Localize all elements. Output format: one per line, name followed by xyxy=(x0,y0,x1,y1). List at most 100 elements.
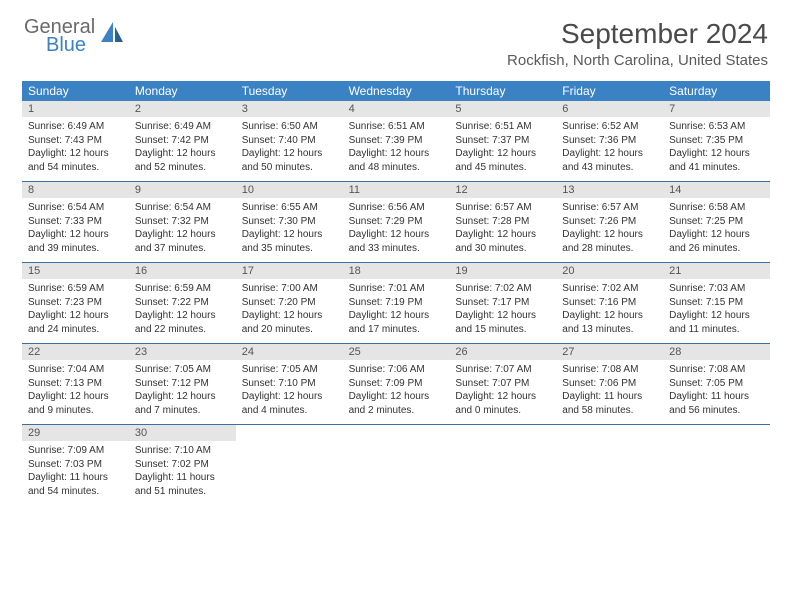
sunset-line: Sunset: 7:39 PM xyxy=(349,134,444,148)
daylight-line: Daylight: 12 hours and 0 minutes. xyxy=(455,390,550,417)
sunrise-line: Sunrise: 6:50 AM xyxy=(242,120,337,134)
calendar-grid: SundayMondayTuesdayWednesdayThursdayFrid… xyxy=(22,81,770,505)
daylight-line: Daylight: 12 hours and 45 minutes. xyxy=(455,147,550,174)
day-number: 24 xyxy=(236,344,343,360)
day-details: Sunrise: 7:09 AMSunset: 7:03 PMDaylight:… xyxy=(22,441,129,498)
day-details: Sunrise: 6:49 AMSunset: 7:43 PMDaylight:… xyxy=(22,117,129,174)
day-details: Sunrise: 7:01 AMSunset: 7:19 PMDaylight:… xyxy=(343,279,450,336)
weekday-header-cell: Sunday xyxy=(22,81,129,101)
day-number: 28 xyxy=(663,344,770,360)
sunrise-line: Sunrise: 6:59 AM xyxy=(135,282,230,296)
sunset-line: Sunset: 7:09 PM xyxy=(349,377,444,391)
day-details: Sunrise: 7:05 AMSunset: 7:10 PMDaylight:… xyxy=(236,360,343,417)
location-subtitle: Rockfish, North Carolina, United States xyxy=(507,52,768,69)
sunrise-line: Sunrise: 6:56 AM xyxy=(349,201,444,215)
day-cell: 16Sunrise: 6:59 AMSunset: 7:22 PMDayligh… xyxy=(129,263,236,343)
sunset-line: Sunset: 7:17 PM xyxy=(455,296,550,310)
day-cell: 23Sunrise: 7:05 AMSunset: 7:12 PMDayligh… xyxy=(129,344,236,424)
sunset-line: Sunset: 7:15 PM xyxy=(669,296,764,310)
sunrise-line: Sunrise: 6:52 AM xyxy=(562,120,657,134)
sunrise-line: Sunrise: 7:04 AM xyxy=(28,363,123,377)
day-number: 10 xyxy=(236,182,343,198)
sunset-line: Sunset: 7:37 PM xyxy=(455,134,550,148)
week-row: 22Sunrise: 7:04 AMSunset: 7:13 PMDayligh… xyxy=(22,344,770,425)
day-cell: 5Sunrise: 6:51 AMSunset: 7:37 PMDaylight… xyxy=(449,101,556,181)
daylight-line: Daylight: 12 hours and 4 minutes. xyxy=(242,390,337,417)
sunrise-line: Sunrise: 7:08 AM xyxy=(562,363,657,377)
day-details: Sunrise: 6:55 AMSunset: 7:30 PMDaylight:… xyxy=(236,198,343,255)
daylight-line: Daylight: 12 hours and 54 minutes. xyxy=(28,147,123,174)
sunrise-line: Sunrise: 7:00 AM xyxy=(242,282,337,296)
sunset-line: Sunset: 7:32 PM xyxy=(135,215,230,229)
sunrise-line: Sunrise: 6:51 AM xyxy=(455,120,550,134)
day-number: 12 xyxy=(449,182,556,198)
day-cell: 13Sunrise: 6:57 AMSunset: 7:26 PMDayligh… xyxy=(556,182,663,262)
day-details: Sunrise: 7:08 AMSunset: 7:06 PMDaylight:… xyxy=(556,360,663,417)
day-details: Sunrise: 7:00 AMSunset: 7:20 PMDaylight:… xyxy=(236,279,343,336)
weekday-header-cell: Wednesday xyxy=(343,81,450,101)
brand-line2: Blue xyxy=(46,36,95,54)
day-number: 4 xyxy=(343,101,450,117)
sunrise-line: Sunrise: 7:03 AM xyxy=(669,282,764,296)
day-number: 16 xyxy=(129,263,236,279)
day-number: 13 xyxy=(556,182,663,198)
day-number: 6 xyxy=(556,101,663,117)
day-details: Sunrise: 7:04 AMSunset: 7:13 PMDaylight:… xyxy=(22,360,129,417)
sunset-line: Sunset: 7:20 PM xyxy=(242,296,337,310)
sunset-line: Sunset: 7:06 PM xyxy=(562,377,657,391)
day-cell: 10Sunrise: 6:55 AMSunset: 7:30 PMDayligh… xyxy=(236,182,343,262)
day-details: Sunrise: 7:02 AMSunset: 7:17 PMDaylight:… xyxy=(449,279,556,336)
day-number: 14 xyxy=(663,182,770,198)
day-number: 1 xyxy=(22,101,129,117)
sunset-line: Sunset: 7:35 PM xyxy=(669,134,764,148)
sunrise-line: Sunrise: 6:58 AM xyxy=(669,201,764,215)
weekday-header-cell: Monday xyxy=(129,81,236,101)
sunset-line: Sunset: 7:19 PM xyxy=(349,296,444,310)
month-title: September 2024 xyxy=(507,18,768,50)
day-details: Sunrise: 6:51 AMSunset: 7:39 PMDaylight:… xyxy=(343,117,450,174)
sunrise-line: Sunrise: 6:57 AM xyxy=(562,201,657,215)
day-cell: 22Sunrise: 7:04 AMSunset: 7:13 PMDayligh… xyxy=(22,344,129,424)
day-cell: 28Sunrise: 7:08 AMSunset: 7:05 PMDayligh… xyxy=(663,344,770,424)
daylight-line: Daylight: 12 hours and 2 minutes. xyxy=(349,390,444,417)
title-block: September 2024 Rockfish, North Carolina,… xyxy=(507,18,768,69)
day-number: 25 xyxy=(343,344,450,360)
day-number: 23 xyxy=(129,344,236,360)
day-cell: 24Sunrise: 7:05 AMSunset: 7:10 PMDayligh… xyxy=(236,344,343,424)
sunset-line: Sunset: 7:25 PM xyxy=(669,215,764,229)
weekday-header-cell: Saturday xyxy=(663,81,770,101)
day-details: Sunrise: 6:52 AMSunset: 7:36 PMDaylight:… xyxy=(556,117,663,174)
daylight-line: Daylight: 12 hours and 50 minutes. xyxy=(242,147,337,174)
day-number: 27 xyxy=(556,344,663,360)
day-details: Sunrise: 6:57 AMSunset: 7:28 PMDaylight:… xyxy=(449,198,556,255)
day-number: 29 xyxy=(22,425,129,441)
sunrise-line: Sunrise: 7:06 AM xyxy=(349,363,444,377)
sunrise-line: Sunrise: 7:05 AM xyxy=(242,363,337,377)
sunrise-line: Sunrise: 7:05 AM xyxy=(135,363,230,377)
brand-sail-icon xyxy=(99,20,125,53)
day-cell: 2Sunrise: 6:49 AMSunset: 7:42 PMDaylight… xyxy=(129,101,236,181)
sunrise-line: Sunrise: 6:55 AM xyxy=(242,201,337,215)
sunrise-line: Sunrise: 7:10 AM xyxy=(135,444,230,458)
sunset-line: Sunset: 7:22 PM xyxy=(135,296,230,310)
day-cell: 4Sunrise: 6:51 AMSunset: 7:39 PMDaylight… xyxy=(343,101,450,181)
week-row: 29Sunrise: 7:09 AMSunset: 7:03 PMDayligh… xyxy=(22,425,770,505)
sunrise-line: Sunrise: 7:02 AM xyxy=(455,282,550,296)
sunset-line: Sunset: 7:07 PM xyxy=(455,377,550,391)
week-row: 15Sunrise: 6:59 AMSunset: 7:23 PMDayligh… xyxy=(22,263,770,344)
sunset-line: Sunset: 7:03 PM xyxy=(28,458,123,472)
daylight-line: Daylight: 12 hours and 26 minutes. xyxy=(669,228,764,255)
day-cell: 17Sunrise: 7:00 AMSunset: 7:20 PMDayligh… xyxy=(236,263,343,343)
week-row: 8Sunrise: 6:54 AMSunset: 7:33 PMDaylight… xyxy=(22,182,770,263)
day-details: Sunrise: 6:50 AMSunset: 7:40 PMDaylight:… xyxy=(236,117,343,174)
sunset-line: Sunset: 7:42 PM xyxy=(135,134,230,148)
sunrise-line: Sunrise: 6:49 AM xyxy=(135,120,230,134)
weekday-header-cell: Tuesday xyxy=(236,81,343,101)
sunset-line: Sunset: 7:33 PM xyxy=(28,215,123,229)
day-cell: 8Sunrise: 6:54 AMSunset: 7:33 PMDaylight… xyxy=(22,182,129,262)
weekday-header-cell: Thursday xyxy=(449,81,556,101)
day-details: Sunrise: 6:56 AMSunset: 7:29 PMDaylight:… xyxy=(343,198,450,255)
day-details: Sunrise: 7:08 AMSunset: 7:05 PMDaylight:… xyxy=(663,360,770,417)
day-cell: 27Sunrise: 7:08 AMSunset: 7:06 PMDayligh… xyxy=(556,344,663,424)
day-details: Sunrise: 6:53 AMSunset: 7:35 PMDaylight:… xyxy=(663,117,770,174)
